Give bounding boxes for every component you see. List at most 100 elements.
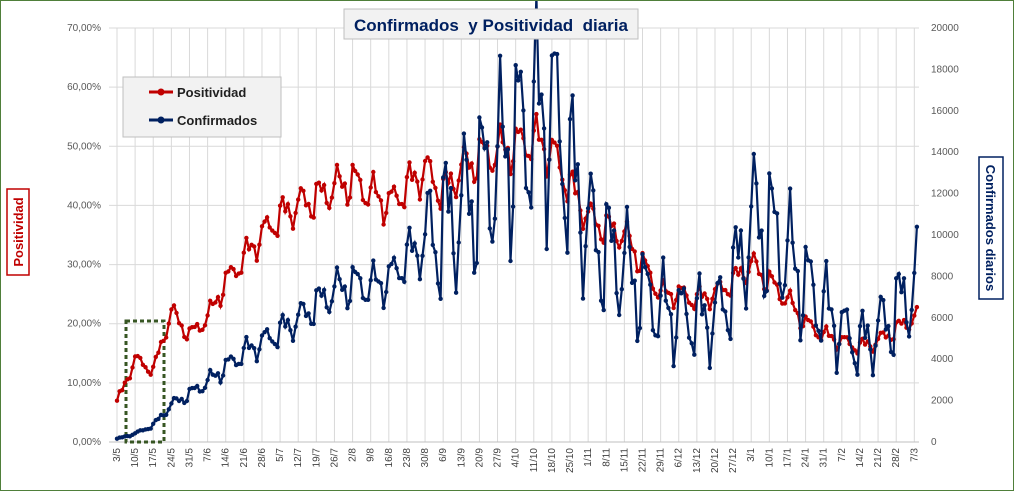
data-point-confirmados [283,324,288,329]
data-point-positividad [226,269,231,274]
x-tick-label: 1/11 [583,448,594,467]
data-point-confirmados [420,253,425,258]
data-point-confirmados [503,154,508,159]
data-point-positividad [365,202,371,207]
data-point-positividad [381,222,386,227]
data-point-positividad [316,180,322,185]
data-point-positividad [151,364,156,369]
data-point-confirmados [904,320,909,325]
data-point-positividad [611,221,617,226]
data-point-positividad [829,333,834,339]
data-point-confirmados [575,162,580,167]
data-point-confirmados [456,240,461,245]
x-tick-label: 21/6 [239,448,250,468]
x-tick-label: 17/1 [782,448,793,468]
data-point-confirmados [252,346,257,351]
data-point-positividad [127,376,133,381]
data-point-confirmados [829,307,834,312]
data-point-confirmados [857,323,863,329]
data-point-confirmados [663,298,668,303]
data-point-confirmados [705,325,710,330]
data-point-confirmados [751,151,756,157]
data-point-positividad [808,319,813,324]
data-point-positividad [161,338,166,343]
x-tick-label: 16/8 [384,448,395,468]
data-point-confirmados [521,108,526,113]
data-point-confirmados [485,140,490,145]
data-point-confirmados [741,276,746,281]
data-point-positividad [404,174,410,180]
data-point-confirmados [264,327,270,332]
data-point-positividad [290,226,296,231]
data-point-confirmados [818,338,824,343]
data-point-confirmados [342,284,347,289]
legend-box [122,76,282,138]
data-point-positividad [448,171,454,176]
data-point-confirmados [588,171,593,176]
data-point-confirmados [529,205,534,210]
data-point-confirmados [694,296,700,301]
data-point-confirmados [448,185,454,191]
data-point-positividad [143,365,148,370]
data-point-positividad [179,323,184,328]
data-point-confirmados [319,293,324,298]
data-point-confirmados [808,259,813,264]
data-point-confirmados [166,407,171,412]
data-point-confirmados [443,160,448,166]
data-point-confirmados [394,266,399,271]
data-point-positividad [412,170,417,175]
y-tick-label: 40,00% [67,200,101,211]
data-point-positividad [914,304,920,310]
data-point-confirmados [787,186,793,191]
data-point-confirmados [459,193,464,198]
data-point-confirmados [384,289,389,295]
data-point-confirmados [417,277,423,282]
data-point-confirmados [831,323,837,328]
data-point-confirmados [306,311,311,316]
data-point-positividad [430,179,435,184]
data-point-positividad [350,162,355,168]
x-tick-label: 15/11 [619,448,630,473]
data-point-confirmados [795,268,800,274]
data-point-positividad [754,259,759,264]
data-point-positividad [120,388,125,393]
x-tick-label: 27/12 [728,448,739,473]
data-point-confirmados [824,258,829,264]
data-point-confirmados [438,296,443,301]
data-point-positividad [787,288,793,293]
legend-marker-confirmados [157,116,165,124]
data-point-positividad [552,140,557,145]
data-point-confirmados [746,255,751,260]
data-point-confirmados [894,276,899,281]
x-tick-label: 25/10 [565,448,576,473]
data-point-confirmados [334,265,340,270]
data-point-positividad [456,178,461,183]
data-point-confirmados [816,328,821,333]
data-point-positividad [912,313,917,318]
data-point-positividad [353,168,358,174]
data-point-confirmados [681,286,687,291]
data-point-positividad [301,188,306,193]
data-point-confirmados [821,289,826,294]
data-point-confirmados [632,278,637,283]
data-point-confirmados [215,371,221,376]
data-point-confirmados [389,261,394,267]
data-point-confirmados [430,242,435,248]
data-point-confirmados [311,321,316,327]
data-point-confirmados [850,350,855,355]
y2-label-box [978,156,1004,300]
data-point-positividad [534,111,539,117]
data-point-confirmados [909,307,914,313]
data-point-confirmados [451,251,456,256]
data-point-confirmados [409,248,415,253]
data-point-confirmados [707,365,712,371]
x-tick-label: 5/7 [275,448,286,462]
data-point-confirmados [684,311,689,317]
x-tick-label: 10/1 [764,448,775,468]
data-point-confirmados [244,334,249,340]
data-point-confirmados [350,265,355,270]
data-point-confirmados [277,320,283,325]
data-point-confirmados [453,290,459,295]
data-point-confirmados [769,186,775,191]
